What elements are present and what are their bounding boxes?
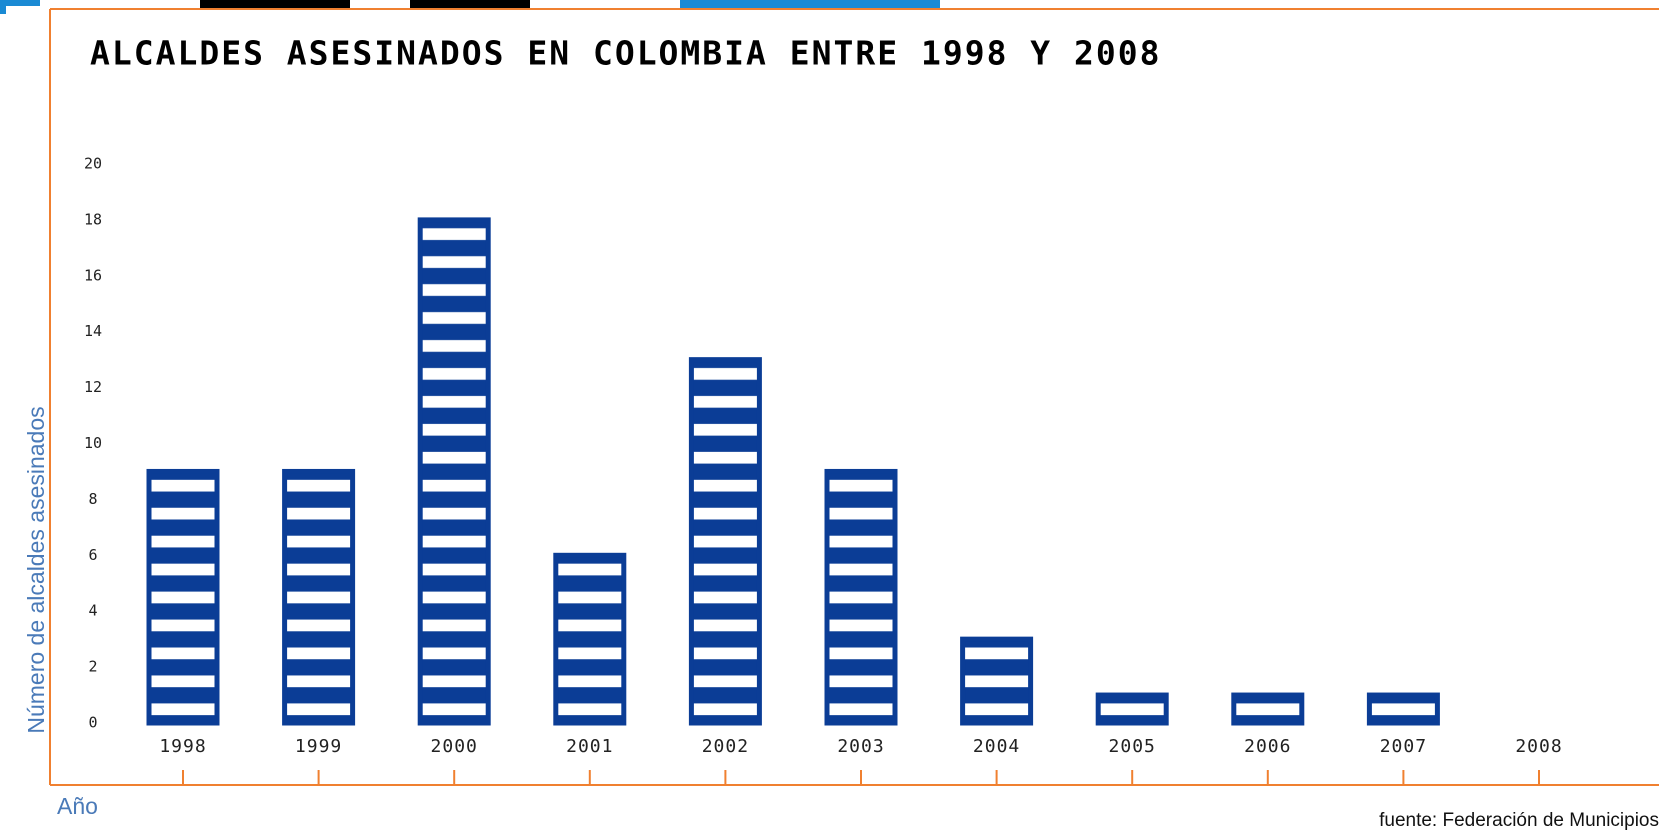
y-tick-label: 12	[84, 378, 102, 396]
source-note: fuente: Federación de Municipios	[1379, 810, 1659, 831]
x-axis-label: Año	[57, 793, 98, 819]
y-tick-label: 2	[88, 658, 97, 676]
bar-group	[1234, 695, 1302, 723]
bar-group	[1098, 695, 1166, 723]
chart: ALCALDES ASESINADOS EN COLOMBIA ENTRE 19…	[0, 0, 1659, 832]
bar-group	[827, 471, 895, 723]
x-tick-label: 2007	[1380, 736, 1427, 757]
y-tick-label: 6	[88, 546, 97, 564]
logo-fragment	[0, 0, 940, 14]
x-tick-label: 2006	[1244, 736, 1291, 757]
bar-group	[420, 220, 488, 723]
bar	[1098, 695, 1166, 723]
bar	[691, 360, 759, 723]
y-tick-label: 14	[84, 322, 102, 340]
x-tick-label: 2004	[973, 736, 1020, 757]
bar-group	[556, 555, 624, 723]
bar	[556, 555, 624, 723]
x-tick-label: 2002	[702, 736, 749, 757]
x-tick-label: 2003	[837, 736, 884, 757]
y-tick-label: 0	[88, 714, 97, 732]
bar	[963, 639, 1031, 723]
y-tick-label: 18	[84, 210, 102, 228]
y-tick-label: 8	[88, 490, 97, 508]
bar	[827, 471, 895, 723]
x-tick-label: 1999	[295, 736, 342, 757]
bar-group	[963, 639, 1031, 723]
bar	[1234, 695, 1302, 723]
y-tick-label: 4	[88, 602, 97, 620]
bar	[149, 471, 217, 723]
bar-group	[691, 360, 759, 723]
y-tick-label: 20	[84, 155, 102, 173]
chart-title: ALCALDES ASESINADOS EN COLOMBIA ENTRE 19…	[90, 34, 1162, 73]
bar	[285, 471, 353, 723]
y-tick-label: 16	[84, 266, 102, 284]
bar	[1369, 695, 1437, 723]
bar-group	[1369, 695, 1437, 723]
x-tick-label: 2001	[566, 736, 613, 757]
x-tick-label: 2005	[1109, 736, 1156, 757]
x-tick-label: 1998	[159, 736, 206, 757]
x-tick-label: 2008	[1515, 736, 1562, 757]
y-axis-label: Número de alcaldes asesinados	[23, 406, 49, 733]
y-tick-label: 10	[84, 434, 102, 452]
bar-group	[149, 471, 217, 723]
x-tick-label: 2000	[431, 736, 478, 757]
bar-group	[285, 471, 353, 723]
bar	[420, 220, 488, 723]
